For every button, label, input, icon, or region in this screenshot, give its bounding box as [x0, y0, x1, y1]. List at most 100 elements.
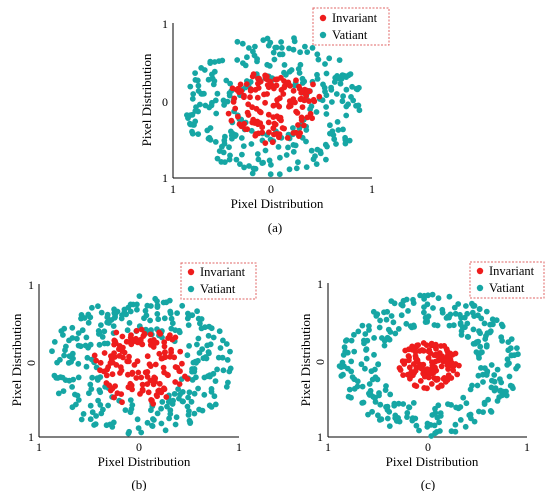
variant-point [432, 410, 439, 416]
x-axis-label: Pixel Distribution [386, 454, 479, 469]
variant-point [335, 127, 342, 133]
variant-point [290, 148, 297, 155]
variant-point [168, 315, 175, 322]
variant-point [240, 143, 247, 150]
variant-point [349, 374, 356, 380]
invariant-point [414, 342, 420, 349]
invariant-point [296, 83, 302, 90]
variant-point [372, 395, 378, 401]
variant-point [278, 39, 284, 45]
invariant-point [444, 362, 451, 368]
invariant-point [133, 375, 140, 381]
variant-point [346, 386, 353, 393]
variant-point [307, 106, 313, 113]
variant-point [252, 43, 258, 50]
variant-point [348, 337, 355, 344]
variant-point [498, 321, 505, 328]
invariant-point [272, 76, 279, 83]
invariant-point [303, 91, 309, 98]
variant-point [293, 165, 300, 172]
variant-point [457, 417, 464, 423]
variant-point [464, 320, 471, 327]
variant-point [471, 302, 478, 309]
variant-point [493, 317, 500, 324]
variant-point [460, 394, 467, 401]
variant-point [251, 52, 258, 59]
variant-point [51, 339, 58, 345]
legend-box [180, 262, 257, 300]
variant-point [97, 402, 104, 408]
variant-point [104, 340, 111, 347]
variant-point [98, 410, 105, 417]
variant-point [421, 309, 427, 316]
variant-point [386, 336, 393, 343]
variant-point [366, 390, 372, 397]
variant-point [416, 427, 422, 434]
variant-point [84, 354, 91, 361]
variant-point [450, 322, 457, 329]
variant-point [477, 330, 483, 337]
variant-point [340, 352, 347, 358]
invariant-point [278, 87, 285, 93]
invariant-point [126, 353, 132, 360]
variant-point [470, 326, 477, 333]
invariant-point [306, 98, 312, 104]
variant-point [391, 402, 398, 409]
invariant-point [414, 357, 421, 364]
variant-point [248, 141, 255, 147]
variant-point [101, 328, 108, 335]
variant-point [69, 324, 76, 331]
variant-point [212, 378, 219, 384]
variant-point [376, 324, 383, 331]
variant-point [128, 406, 135, 412]
variant-point [187, 120, 193, 127]
y-tick-label-mid: 0 [313, 359, 327, 365]
invariant-point [184, 376, 191, 382]
invariant-point [447, 350, 454, 357]
invariant-point [427, 350, 434, 356]
variant-point [104, 319, 111, 326]
variant-point [98, 322, 104, 328]
invariant-point [424, 373, 431, 380]
invariant-point [298, 114, 305, 121]
variant-point [400, 401, 407, 407]
invariant-point [256, 75, 262, 82]
variant-point [408, 324, 415, 331]
legend: Invariant Vatiant [469, 261, 545, 299]
variant-point [475, 352, 482, 359]
variant-point [213, 110, 220, 117]
variant-point [85, 319, 92, 326]
variant-point [79, 327, 86, 334]
variant-point [363, 355, 370, 362]
invariant-point [255, 121, 261, 128]
variant-point [61, 325, 68, 332]
invariant-point [133, 327, 140, 334]
invariant-point [241, 94, 247, 101]
variant-point [222, 159, 228, 166]
variant-point [326, 55, 333, 62]
y-tick-label-mid: 0 [24, 360, 38, 366]
variant-point [375, 412, 381, 419]
invariant-point [244, 109, 251, 116]
invariant-point [158, 389, 165, 396]
invariant-point [112, 340, 119, 347]
variant-point [211, 59, 218, 65]
variant-point [388, 298, 395, 304]
variant-point [215, 354, 222, 361]
variant-point [313, 161, 320, 168]
variant-point [471, 418, 478, 425]
variant-point [431, 422, 438, 429]
variant-point [73, 401, 79, 408]
invariant-point [129, 371, 136, 377]
invariant-point [247, 94, 253, 101]
variant-point [351, 331, 357, 338]
variant-point [471, 313, 477, 319]
invariant-point [438, 363, 445, 370]
invariant-point [93, 357, 99, 364]
variant-point [190, 359, 197, 366]
variant-point [372, 366, 378, 373]
variant-point [136, 293, 143, 299]
variant-point [55, 390, 62, 397]
invariant-point [161, 349, 168, 356]
